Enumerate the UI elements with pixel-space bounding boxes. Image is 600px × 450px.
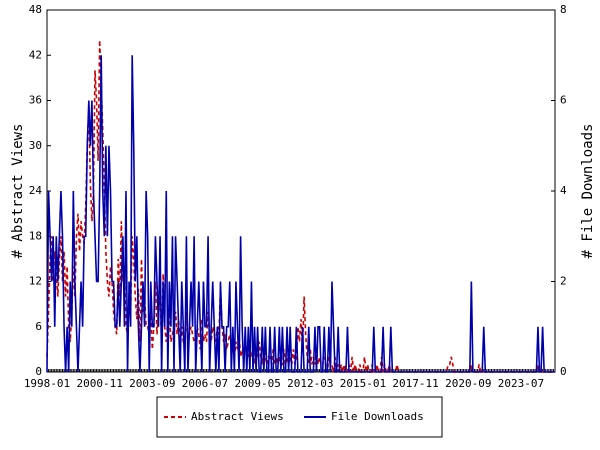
x-tick-label: 2023-07	[498, 377, 544, 390]
y2-tick-label: 2	[560, 275, 567, 288]
x-tick-label: 2000-11	[76, 377, 122, 390]
x-tick-label: 2003-09	[129, 377, 175, 390]
x-tick-label: 2020-09	[445, 377, 491, 390]
x-tick-label: 2015-01	[340, 377, 386, 390]
y2-tick-label: 0	[560, 365, 567, 378]
y-tick-label: 12	[29, 275, 42, 288]
legend-box	[156, 396, 443, 438]
plot-frame	[46, 9, 556, 373]
series-line	[46, 55, 555, 373]
legend-label: File Downloads	[331, 410, 424, 423]
y2-axis-title: # File Downloads	[580, 124, 596, 259]
y-tick-label: 18	[29, 229, 42, 242]
y-tick-label: 6	[35, 320, 42, 333]
y2-tick-label: 8	[560, 3, 567, 16]
x-tick-label: 2009-05	[234, 377, 280, 390]
x-tick-label: 1998-01	[24, 377, 70, 390]
y-tick-label: 0	[35, 365, 42, 378]
y2-tick-label: 4	[560, 184, 567, 197]
y2-tick-label: 6	[560, 94, 567, 107]
y-tick-label: 48	[29, 3, 42, 16]
x-tick-label: 2012-03	[287, 377, 333, 390]
y-tick-label: 42	[29, 48, 42, 61]
y-tick-label: 36	[29, 94, 42, 107]
y-tick-label: 24	[29, 184, 43, 197]
series-line	[46, 40, 555, 373]
legend-label: Abstract Views	[191, 410, 284, 423]
y-axis-title: # Abstract Views	[10, 124, 26, 259]
x-tick-label: 2017-11	[392, 377, 438, 390]
x-tick-label: 2006-07	[182, 377, 228, 390]
y-tick-label: 30	[29, 139, 42, 152]
